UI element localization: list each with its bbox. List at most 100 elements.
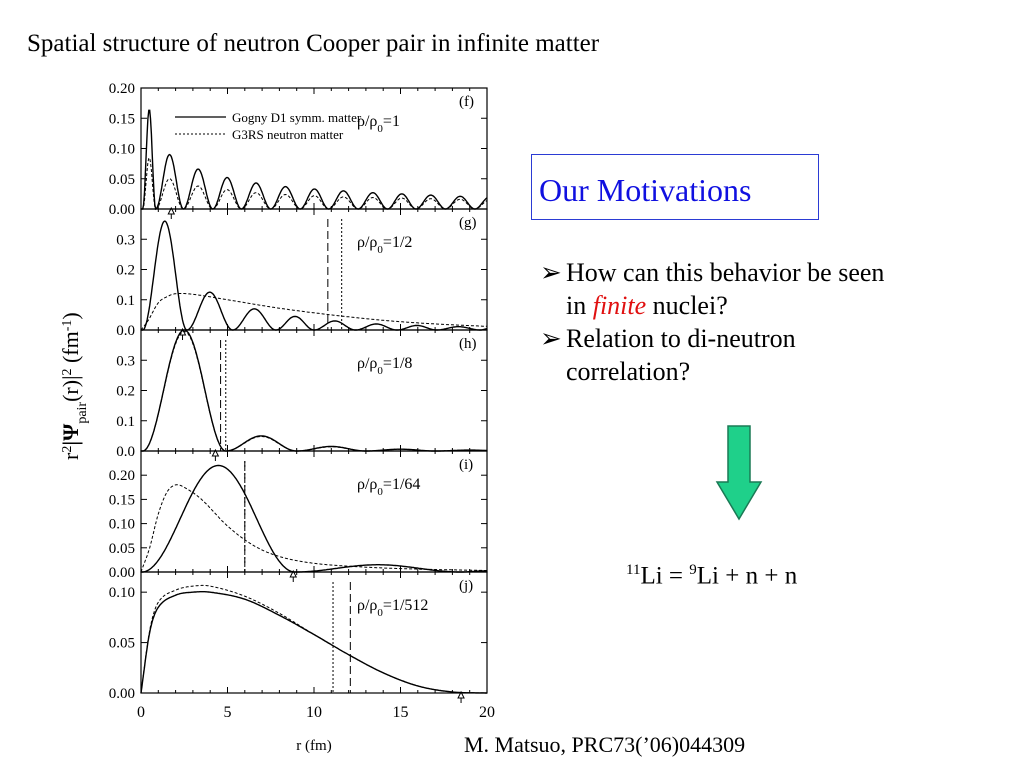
- y-tick-label: 0.15: [109, 492, 135, 508]
- y-axis-label-part: pair: [75, 402, 90, 424]
- node-arrow-marker: [289, 569, 298, 582]
- y-tick-label: 0.05: [109, 636, 135, 652]
- y-tick-label: 0.05: [109, 172, 135, 188]
- y-tick-label: 0.3: [116, 353, 135, 369]
- density-value: =1/512: [383, 597, 428, 614]
- x-tick-label: 0: [137, 704, 145, 721]
- gogny-curve: [141, 220, 488, 331]
- panel-j: [140, 571, 488, 703]
- g3rs-curve: [141, 157, 488, 210]
- gogny-curve: [141, 464, 487, 573]
- y-tick-label: 0.2: [116, 263, 135, 279]
- density-label: ρ/ρ0=1: [357, 113, 400, 135]
- density-label: ρ/ρ0=1/2: [357, 234, 412, 256]
- y-tick-label: 0.10: [109, 142, 135, 158]
- panel-frame: [140, 87, 488, 210]
- element-symbol: Li: [696, 562, 719, 590]
- y-tick-label: 0.15: [109, 111, 135, 127]
- density-value: =1/64: [383, 476, 420, 493]
- y-tick-label: 0.0: [116, 323, 135, 339]
- panel-h: [140, 329, 488, 461]
- legend: [175, 116, 226, 135]
- bullet-arrow-icon: ➢: [540, 324, 562, 353]
- equals-sign: =: [662, 562, 690, 590]
- y-tick-label: 0.00: [109, 565, 135, 581]
- y-tick-label: 0.10: [109, 585, 135, 601]
- gogny-curve: [141, 109, 488, 211]
- panel-frame: [140, 208, 488, 331]
- gogny-curve: [141, 329, 487, 452]
- x-tick-label: 10: [306, 704, 322, 721]
- element-symbol: Li: [640, 562, 663, 590]
- motivation-bullets: ➢ How can this behavior be seen in finite…: [540, 256, 1010, 388]
- x-tick-label: 15: [393, 704, 409, 721]
- y-tick-label: 0.00: [109, 686, 135, 702]
- bullet-text: in: [566, 291, 593, 320]
- density-subscript: 0: [377, 244, 383, 256]
- slide-title: Spatial structure of neutron Cooper pair…: [27, 30, 600, 57]
- bullet-continuation: correlation?: [566, 357, 691, 386]
- down-arrow-icon: [715, 425, 763, 521]
- x-tick-label: 20: [479, 704, 495, 721]
- y-axis-label-part: 2: [60, 369, 75, 376]
- density-value: =1: [383, 113, 400, 130]
- density-subscript: 0: [377, 365, 383, 377]
- density-value: =1/8: [383, 355, 412, 372]
- y-tick-label: 0.05: [109, 541, 135, 557]
- y-axis-label-part: (fm: [58, 331, 83, 368]
- y-axis-label-part: 2: [60, 446, 75, 453]
- density-subscript: 0: [377, 607, 383, 619]
- density-label: ρ/ρ0=1/512: [357, 597, 428, 619]
- y-axis-label-part: r: [58, 452, 83, 460]
- panel-tag: (i): [459, 457, 473, 473]
- panel-i: [140, 450, 488, 582]
- y-axis-label-part: -1: [60, 320, 75, 332]
- y-tick-label: 0.20: [109, 468, 135, 484]
- neutron-terms: + n + n: [719, 562, 798, 590]
- y-tick-label: 0.00: [109, 202, 135, 218]
- mass-number: 11: [626, 562, 641, 578]
- bullet-text: Relation to di-neutron: [566, 324, 796, 353]
- bullet-continuation: in finite nuclei?: [540, 289, 1010, 322]
- density-label: ρ/ρ0=1/64: [357, 476, 420, 498]
- mass-number: 9: [689, 562, 697, 578]
- g3rs-curve: [140, 293, 488, 331]
- y-tick-label: 0.20: [109, 81, 135, 97]
- panel-tag: (j): [459, 578, 473, 594]
- g3rs-curve: [141, 330, 487, 452]
- panel-tag: (g): [459, 215, 477, 231]
- panel-f: [140, 87, 488, 219]
- density-subscript: 0: [377, 123, 383, 135]
- panel-g: [140, 208, 488, 340]
- density-subscript: 0: [377, 486, 383, 498]
- bullet-text: How can this behavior be seen: [566, 258, 885, 287]
- gogny-curve: [140, 591, 487, 694]
- y-tick-label: 0.10: [109, 517, 135, 533]
- y-axis-label-part: (r)|: [58, 376, 83, 402]
- y-axis-label-part: |Ψ: [58, 423, 83, 446]
- panel-frame: [140, 329, 488, 452]
- node-arrow-marker: [211, 448, 220, 461]
- node-arrow-marker: [167, 206, 176, 219]
- y-tick-label: 0.0: [116, 444, 135, 460]
- citation: M. Matsuo, PRC73(’06)044309: [464, 732, 746, 757]
- bullet-arrow-icon: ➢: [540, 258, 562, 287]
- motivation-box: [531, 154, 819, 220]
- panel-tag: (f): [459, 94, 474, 110]
- x-axis-label: r (fm): [296, 738, 331, 754]
- y-tick-label: 0.2: [116, 384, 135, 400]
- x-tick-label: 5: [224, 704, 232, 721]
- node-arrow-marker: [457, 690, 465, 703]
- y-tick-label: 0.1: [116, 293, 135, 309]
- density-label: ρ/ρ0=1/8: [357, 355, 412, 377]
- motivation-title: Our Motivations: [539, 172, 752, 208]
- density-value: =1/2: [383, 234, 412, 251]
- g3rs-curve: [140, 584, 487, 694]
- bullet-text: nuclei?: [646, 291, 728, 320]
- legend-label: G3RS neutron matter: [232, 127, 344, 142]
- panel-tag: (h): [459, 336, 477, 352]
- y-axis-label: r2|Ψpair(r)|2 (fm-1): [58, 312, 90, 460]
- y-tick-label: 0.1: [116, 414, 135, 430]
- legend-label: Gogny D1 symm. matter: [232, 110, 362, 125]
